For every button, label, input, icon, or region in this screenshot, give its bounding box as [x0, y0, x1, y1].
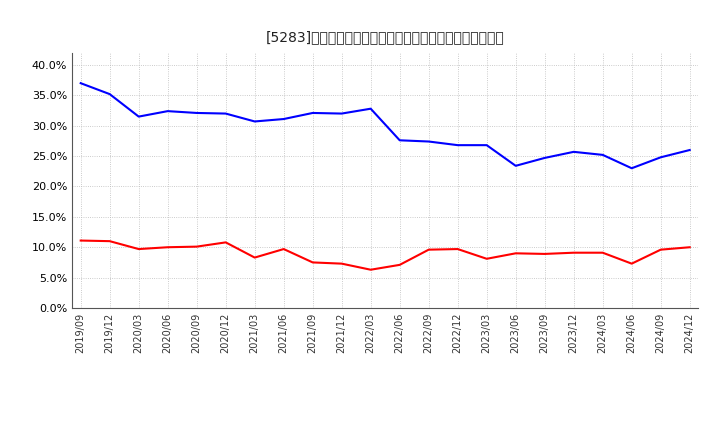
現頒金 — [308, 260, 317, 265]
有利子負債 — [454, 143, 462, 148]
有利子負債 — [251, 119, 259, 124]
現頒金 — [251, 255, 259, 260]
有利子負債 — [657, 155, 665, 160]
現頒金 — [366, 267, 375, 272]
現頒金 — [221, 240, 230, 245]
現頒金 — [105, 238, 114, 244]
Title: [5283]　現頒金、有利子負債の総資産に対する比率の推移: [5283] 現頒金、有利子負債の総資産に対する比率の推移 — [266, 31, 505, 45]
現頒金 — [163, 245, 172, 250]
Line: 有利子負債: 有利子負債 — [81, 83, 690, 168]
有利子負債 — [76, 81, 85, 86]
現頒金 — [598, 250, 607, 255]
現頒金 — [570, 250, 578, 255]
現頒金 — [657, 247, 665, 252]
現頒金 — [685, 245, 694, 250]
有利子負債 — [541, 155, 549, 161]
現頒金 — [395, 262, 404, 268]
現頒金 — [76, 238, 85, 243]
現頒金 — [135, 246, 143, 252]
有利子負債 — [338, 111, 346, 116]
有利子負債 — [105, 92, 114, 97]
有利子負債 — [308, 110, 317, 116]
現頒金 — [279, 246, 288, 252]
有利子負債 — [598, 152, 607, 158]
現頒金 — [511, 251, 520, 256]
有利子負債 — [482, 143, 491, 148]
有利子負債 — [366, 106, 375, 111]
現頒金 — [192, 244, 201, 249]
有利子負債 — [163, 109, 172, 114]
現頒金 — [627, 261, 636, 266]
有利子負債 — [279, 117, 288, 122]
現頒金 — [482, 256, 491, 261]
有利子負債 — [221, 111, 230, 116]
現頒金 — [424, 247, 433, 252]
Line: 現頒金: 現頒金 — [81, 241, 690, 270]
有利子負債 — [627, 165, 636, 171]
有利子負債 — [685, 147, 694, 153]
有利子負債 — [424, 139, 433, 144]
有利子負債 — [395, 138, 404, 143]
現頒金 — [541, 251, 549, 257]
有利子負債 — [570, 149, 578, 154]
現頒金 — [338, 261, 346, 266]
有利子負債 — [192, 110, 201, 116]
有利子負債 — [511, 163, 520, 169]
有利子負債 — [135, 114, 143, 119]
現頒金 — [454, 246, 462, 252]
